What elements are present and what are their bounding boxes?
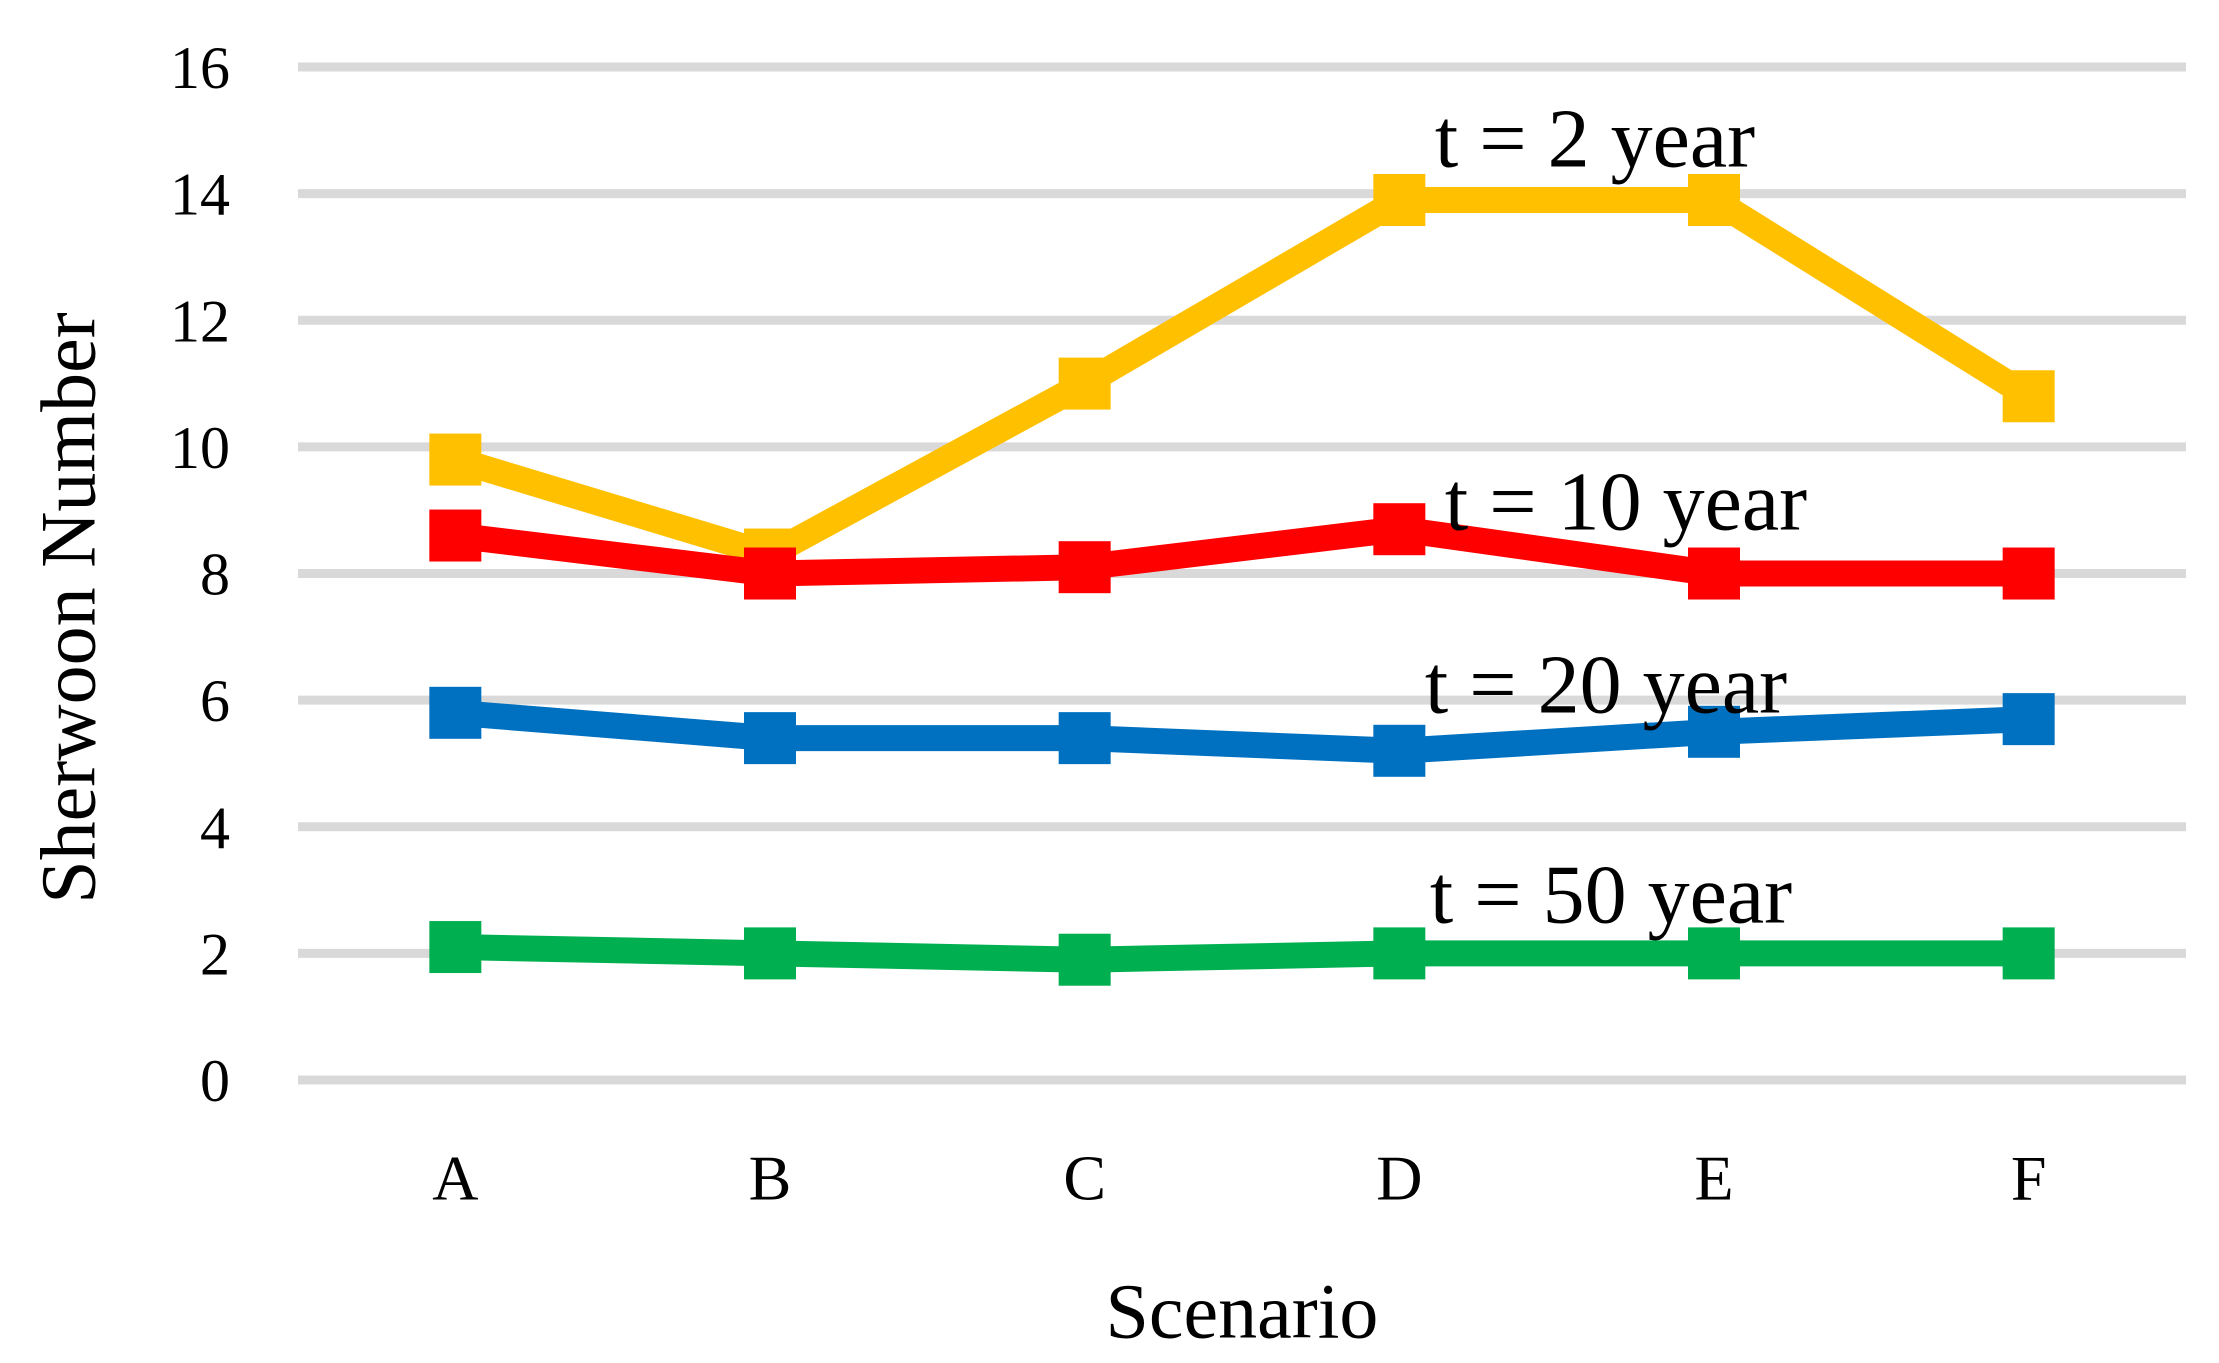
series-3 xyxy=(429,686,2055,777)
series-marker xyxy=(1058,933,1111,986)
y-axis-title: Sherwoon Number xyxy=(24,312,111,903)
series-line xyxy=(453,516,2029,587)
x-axis-title: Scenario xyxy=(1106,1267,1379,1354)
series-marker xyxy=(2002,927,2055,980)
series-marker xyxy=(1688,547,1740,600)
series-line xyxy=(455,934,2029,973)
x-tick-label: F xyxy=(2011,1142,2047,1213)
series-marker xyxy=(1373,503,1426,556)
series-marker xyxy=(2002,370,2055,423)
series-marker xyxy=(744,547,796,600)
series-marker xyxy=(429,921,482,974)
series-marker xyxy=(1688,927,1740,980)
series-marker xyxy=(744,927,796,980)
y-tick-label: 4 xyxy=(200,795,230,861)
series-marker xyxy=(744,712,796,765)
series-marker xyxy=(1373,173,1426,226)
x-tick-label: E xyxy=(1694,1142,1733,1213)
x-axis-tick-labels: A B C D E F xyxy=(432,1142,2046,1213)
series-marker xyxy=(1058,357,1111,410)
series-group xyxy=(429,173,2055,986)
series-line xyxy=(454,699,2030,764)
y-tick-label: 6 xyxy=(200,668,230,734)
series-2 xyxy=(429,503,2055,600)
series-labels: t = 2 year t = 10 year t = 20 year t = 50 y… xyxy=(1425,92,1807,941)
series-marker xyxy=(1688,173,1740,226)
series-marker xyxy=(1373,724,1426,777)
series-marker xyxy=(2002,547,2055,600)
series-marker xyxy=(429,509,482,562)
series-marker xyxy=(1688,705,1740,758)
y-tick-label: 2 xyxy=(200,921,230,987)
series-marker xyxy=(1058,541,1111,594)
series-label: t = 10 year xyxy=(1445,455,1807,548)
series-marker xyxy=(429,686,482,739)
y-axis-tick-labels: 0 2 4 6 8 10 12 14 16 xyxy=(170,35,230,1114)
series-4 xyxy=(429,921,2055,986)
series-marker xyxy=(429,433,482,486)
series-label: t = 2 year xyxy=(1435,92,1755,185)
series-label: t = 50 year xyxy=(1430,848,1792,941)
x-tick-label: A xyxy=(432,1142,478,1213)
series-label: t = 20 year xyxy=(1425,638,1787,731)
series-1 xyxy=(429,173,2055,581)
series-marker xyxy=(1058,712,1111,765)
y-tick-label: 0 xyxy=(200,1048,230,1114)
y-tick-label: 16 xyxy=(170,35,230,101)
y-tick-label: 10 xyxy=(170,415,230,481)
y-tick-label: 12 xyxy=(170,288,230,354)
series-marker xyxy=(1373,927,1426,980)
series-marker xyxy=(2002,693,2055,746)
x-tick-label: B xyxy=(749,1142,792,1213)
y-tick-label: 8 xyxy=(200,542,230,608)
x-tick-label: D xyxy=(1376,1142,1422,1213)
y-tick-label: 14 xyxy=(170,162,230,228)
series-line xyxy=(451,186,2036,569)
x-tick-label: C xyxy=(1063,1142,1106,1213)
